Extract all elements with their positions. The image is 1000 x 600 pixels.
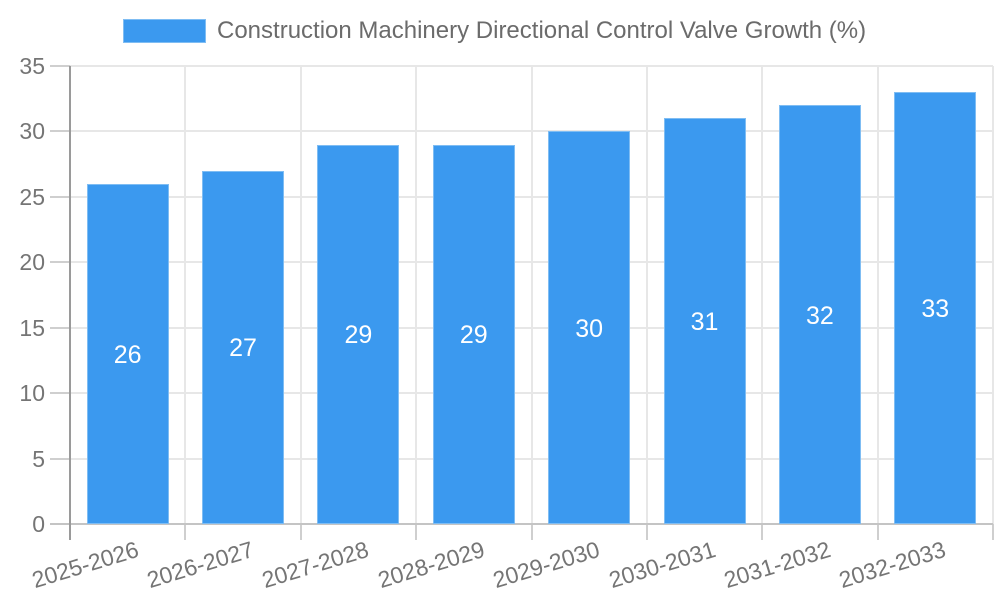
y-axis-line bbox=[69, 66, 71, 540]
x-axis-tick-label: 2026-2027 bbox=[143, 536, 257, 594]
gridline-vertical bbox=[645, 66, 648, 524]
y-axis-tick-label: 15 bbox=[19, 314, 45, 341]
gridline-vertical bbox=[761, 66, 764, 524]
y-axis-tick bbox=[50, 326, 70, 329]
y-axis-tick-label: 5 bbox=[32, 445, 45, 472]
x-axis-tick-label: 2031-2032 bbox=[720, 536, 834, 594]
chart-title: Construction Machinery Directional Contr… bbox=[217, 17, 867, 44]
y-axis-tick-label: 25 bbox=[19, 183, 45, 210]
y-axis-tick-label: 20 bbox=[19, 249, 45, 276]
y-axis-tick bbox=[50, 457, 70, 460]
y-axis-tick bbox=[50, 195, 70, 198]
gridline-vertical bbox=[299, 66, 302, 524]
x-axis-tick-label: 2027-2028 bbox=[259, 536, 373, 594]
legend-swatch bbox=[123, 19, 206, 43]
x-axis-tick bbox=[992, 524, 994, 540]
bar[interactable]: 30 bbox=[548, 131, 631, 524]
bar[interactable]: 31 bbox=[663, 118, 746, 524]
x-axis-tick bbox=[299, 524, 302, 540]
x-axis-tick bbox=[184, 524, 187, 540]
gridline-vertical bbox=[992, 66, 994, 524]
gridline-vertical bbox=[530, 66, 533, 524]
bar[interactable]: 26 bbox=[86, 183, 169, 524]
bar-value-label: 26 bbox=[113, 340, 142, 369]
y-axis-tick bbox=[50, 65, 70, 67]
gridline-vertical bbox=[184, 66, 187, 524]
y-axis-tick-label: 35 bbox=[19, 53, 45, 79]
x-axis-tick-label: 2025-2026 bbox=[28, 536, 142, 594]
gridline-vertical bbox=[415, 66, 418, 524]
x-axis-tick-label: 2030-2031 bbox=[605, 536, 719, 594]
legend-item[interactable]: Construction Machinery Directional Contr… bbox=[123, 19, 866, 43]
gridline-vertical bbox=[876, 66, 879, 524]
x-axis-tick-label: 2032-2033 bbox=[836, 536, 949, 594]
bar-value-label: 29 bbox=[344, 321, 373, 350]
bar[interactable]: 29 bbox=[432, 144, 515, 524]
bar[interactable]: 27 bbox=[202, 170, 285, 524]
bar-value-label: 31 bbox=[690, 308, 719, 337]
x-axis-tick bbox=[876, 524, 879, 540]
x-axis-tick bbox=[530, 524, 533, 540]
y-axis-tick bbox=[50, 392, 70, 395]
x-axis-tick-label: 2028-2029 bbox=[374, 536, 488, 594]
bar-value-label: 30 bbox=[575, 314, 604, 343]
y-axis-tick bbox=[50, 130, 70, 133]
bar-value-label: 33 bbox=[921, 295, 950, 324]
bar-value-label: 27 bbox=[229, 334, 257, 363]
y-axis-tick-label: 10 bbox=[19, 380, 45, 407]
x-axis-tick bbox=[761, 524, 764, 540]
y-axis-tick-label: 30 bbox=[19, 118, 45, 145]
x-axis-tick bbox=[645, 524, 648, 540]
x-axis-line bbox=[50, 523, 993, 525]
y-axis-tick bbox=[50, 261, 70, 264]
bar[interactable]: 29 bbox=[317, 144, 400, 524]
bar[interactable]: 32 bbox=[778, 105, 861, 524]
x-axis-tick-label: 2029-2030 bbox=[489, 536, 603, 594]
bar[interactable]: 33 bbox=[894, 92, 977, 524]
y-axis-tick-label: 0 bbox=[32, 511, 45, 537]
x-axis-tick bbox=[415, 524, 418, 540]
bar-value-label: 29 bbox=[459, 321, 488, 350]
bar-value-label: 32 bbox=[806, 301, 834, 330]
